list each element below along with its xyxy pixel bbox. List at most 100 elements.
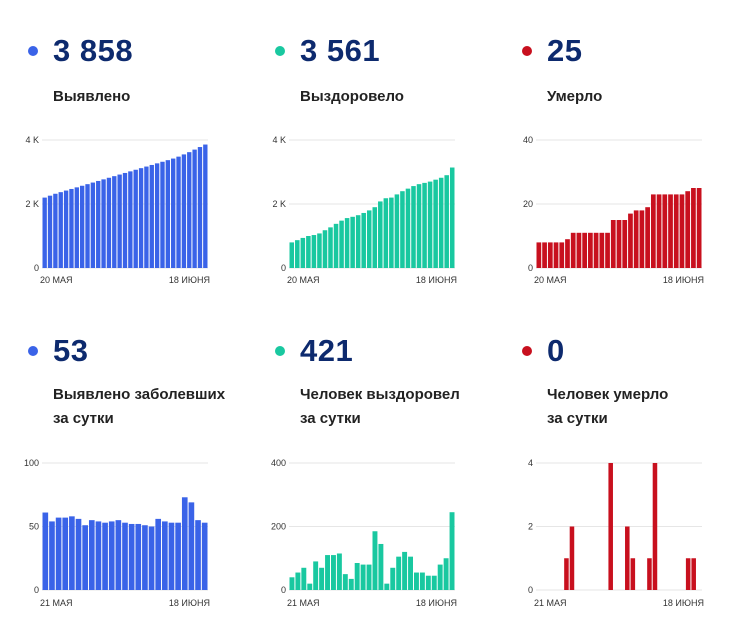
metric-label-line: Человек выздоровел [300,386,460,403]
bar [342,574,348,591]
bar [691,188,696,268]
bar [108,521,115,590]
bar [142,525,148,590]
bar-chart: 0 20 40 20 МАЯ 18 ИЮНЯ [523,135,704,285]
bar [588,232,593,268]
bar [366,210,372,268]
bar [85,184,90,268]
bar [449,167,455,268]
bar [69,188,74,268]
bar [443,558,449,590]
legend-dot-icon [28,46,38,56]
bar [117,174,122,268]
bar [449,512,455,590]
bar [96,180,101,268]
bar [425,575,431,590]
metric-label-line: за сутки [547,410,608,427]
bar [144,166,149,268]
bar [187,152,192,268]
bar [197,147,203,268]
bar [74,187,79,268]
bar [656,194,662,268]
bar [160,161,165,268]
bar [115,520,122,590]
bar [569,526,575,590]
bar [195,520,201,590]
bar [333,223,339,268]
bar [605,232,610,268]
y-tick-label: 2 K [25,199,39,209]
bar [378,201,383,268]
bar [55,517,62,590]
y-tick-label: 20 [523,199,533,209]
bar [63,190,69,268]
legend-dot-icon [522,346,532,356]
y-tick-label: 0 [34,585,39,595]
y-tick-label: 200 [271,522,286,532]
x-tick-label-start: 21 МАЯ [287,598,320,608]
bar [90,182,96,268]
bar [149,164,154,268]
bar [390,567,396,590]
bar-chart: 0 2 K 4 K 20 МАЯ 18 ИЮНЯ [272,135,457,285]
bar [599,232,605,268]
x-tick-label-start: 20 МАЯ [287,275,320,285]
bar [344,218,350,268]
bar [582,232,588,268]
y-tick-label: 4 K [25,135,39,145]
bar [168,522,175,590]
x-tick-label-start: 20 МАЯ [40,275,73,285]
bar-chart: 0 50 100 21 МАЯ 18 ИЮНЯ [24,458,210,608]
bar [361,212,366,268]
y-tick-label: 0 [281,585,286,595]
metric-label-line: за сутки [300,410,361,427]
y-tick-label: 100 [24,458,39,468]
bar [408,556,413,590]
bar [62,517,69,590]
x-tick-label-start: 21 МАЯ [40,598,73,608]
y-tick-label: 4 K [272,135,286,145]
bar [79,185,85,268]
metric-value: 0 [547,333,565,368]
bar [331,555,336,590]
bar [394,194,400,268]
y-tick-label: 50 [29,522,39,532]
legend-dot-icon [275,346,285,356]
bar [165,160,171,268]
metric-label-line: Человек умерло [547,386,669,403]
metric-label: Выявлено [53,85,130,109]
bar [339,220,344,268]
bar [175,522,181,590]
bar [542,242,547,268]
metric-label-line: Выявлено [53,88,131,105]
bar [319,567,325,590]
bar [628,213,633,268]
bar [400,191,405,268]
metric-value: 25 [547,33,583,68]
x-tick-label-end: 18 ИЮНЯ [663,275,704,285]
bar-chart: 0 2 4 21 МАЯ 18 ИЮНЯ [528,458,704,608]
bar [402,551,408,590]
bar [639,210,645,268]
bar [559,242,565,268]
bar [348,578,354,590]
y-tick-label: 0 [281,263,286,273]
bar [201,522,208,590]
metric-label: Умерло [547,85,602,109]
bar [181,497,188,590]
bar [53,193,58,268]
bar [106,177,112,268]
metric-label: Человек умерло за сутки [547,383,668,431]
bar [650,194,656,268]
bar [616,220,622,268]
bar [431,575,437,590]
bar [625,526,630,590]
bar [389,197,394,268]
bar [685,191,691,268]
metric-value: 421 [300,333,354,368]
bar [295,240,300,268]
bar [645,207,650,268]
bar [171,158,176,268]
bar [300,237,306,268]
bar [547,242,553,268]
